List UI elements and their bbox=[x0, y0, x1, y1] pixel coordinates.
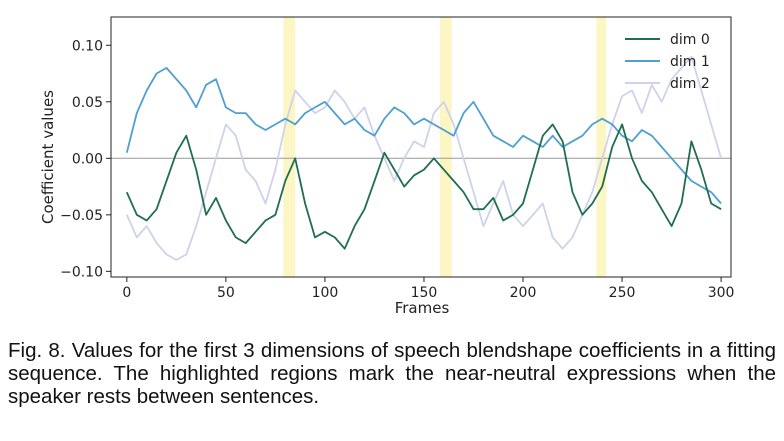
series-line-dim-1 bbox=[125, 67, 722, 205]
blendshape-chart: 0 50 100 150 200 250 300 −0.10 −0.05 0.00 0.05 0.1… bbox=[39, 16, 734, 317]
highlight-region-3 bbox=[596, 17, 607, 277]
series-lines bbox=[125, 55, 722, 261]
legend-label-dim-2: dim 2 bbox=[670, 76, 710, 92]
x-axis: 0 50 100 150 200 250 300 bbox=[122, 277, 734, 301]
x-tick-label: 150 bbox=[411, 285, 438, 301]
legend-label-dim-1: dim 1 bbox=[670, 54, 710, 70]
x-axis-label: Frames bbox=[395, 299, 450, 317]
y-tick-label: 0.00 bbox=[72, 151, 103, 167]
x-tick-label: 250 bbox=[609, 285, 636, 301]
x-tick-label: 0 bbox=[122, 285, 131, 301]
plot-frame bbox=[110, 16, 732, 278]
y-tick-label: 0.05 bbox=[72, 95, 103, 111]
figure-caption: Fig. 8. Values for the first 3 dimension… bbox=[8, 339, 776, 408]
x-tick-label: 100 bbox=[312, 285, 339, 301]
y-axis: −0.10 −0.05 0.00 0.05 0.10 bbox=[60, 38, 111, 280]
legend: dim 0 dim 1 dim 2 bbox=[625, 32, 710, 92]
y-axis-label: Coefficient values bbox=[39, 90, 57, 224]
y-tick-label: −0.05 bbox=[60, 208, 103, 224]
x-tick-label: 50 bbox=[217, 285, 235, 301]
series-line-dim-2 bbox=[125, 55, 722, 261]
x-tick-label: 300 bbox=[708, 285, 735, 301]
legend-label-dim-0: dim 0 bbox=[670, 32, 710, 48]
highlight-regions bbox=[283, 17, 607, 277]
y-tick-label: 0.10 bbox=[72, 38, 103, 54]
y-tick-label: −0.10 bbox=[60, 264, 103, 280]
caption-label: Fig. 8. bbox=[8, 339, 66, 362]
caption-text: Values for the first 3 dimensions of spe… bbox=[8, 339, 776, 408]
highlight-region-1 bbox=[283, 17, 296, 277]
x-tick-label: 200 bbox=[510, 285, 537, 301]
series-line-dim-0 bbox=[125, 123, 722, 250]
highlight-region-2 bbox=[439, 17, 452, 277]
